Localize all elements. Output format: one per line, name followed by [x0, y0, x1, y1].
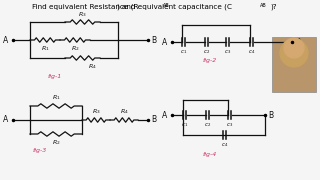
Text: )?: )? — [270, 3, 276, 10]
Text: AB: AB — [260, 3, 267, 8]
Text: A: A — [162, 111, 167, 120]
Text: $R_3$: $R_3$ — [78, 10, 87, 19]
FancyBboxPatch shape — [272, 37, 316, 92]
Text: A: A — [162, 37, 167, 46]
Text: $R_4$: $R_4$ — [120, 107, 128, 116]
Text: $c_3$: $c_3$ — [224, 48, 232, 56]
Text: fig-3: fig-3 — [33, 148, 47, 153]
Text: $R_1$: $R_1$ — [41, 44, 49, 53]
Text: $R_1$: $R_1$ — [52, 93, 60, 102]
Text: B: B — [151, 35, 156, 44]
Text: $R_3$: $R_3$ — [92, 107, 100, 116]
Text: B: B — [295, 37, 300, 46]
Text: A: A — [3, 116, 8, 125]
Text: ) and equivalent capacitance (C: ) and equivalent capacitance (C — [117, 3, 233, 10]
Text: $c_2$: $c_2$ — [204, 48, 211, 56]
Text: $c_3$: $c_3$ — [227, 121, 234, 129]
Text: $c_4$: $c_4$ — [248, 48, 256, 56]
Text: $c_4$: $c_4$ — [221, 141, 229, 149]
Text: fig-4: fig-4 — [203, 152, 217, 157]
Text: AB: AB — [163, 3, 170, 8]
Text: Find equivalent Resistance (R: Find equivalent Resistance (R — [32, 3, 138, 10]
Text: $c_2$: $c_2$ — [204, 121, 212, 129]
Text: fig-2: fig-2 — [203, 58, 217, 63]
Text: $c_1$: $c_1$ — [180, 48, 188, 56]
Text: $R_2$: $R_2$ — [71, 44, 79, 53]
Circle shape — [280, 39, 308, 67]
Text: B: B — [268, 111, 273, 120]
Text: fig-1: fig-1 — [48, 74, 62, 79]
Text: $c_1$: $c_1$ — [181, 121, 188, 129]
Text: $R_4$: $R_4$ — [88, 62, 97, 71]
Text: $R_2$: $R_2$ — [52, 138, 60, 147]
Text: B: B — [151, 116, 156, 125]
Circle shape — [284, 38, 304, 58]
Text: A: A — [3, 35, 8, 44]
